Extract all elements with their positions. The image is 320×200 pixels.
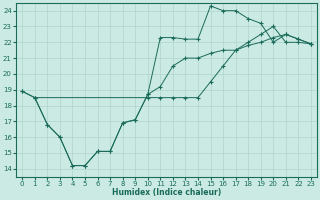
- X-axis label: Humidex (Indice chaleur): Humidex (Indice chaleur): [112, 188, 221, 197]
